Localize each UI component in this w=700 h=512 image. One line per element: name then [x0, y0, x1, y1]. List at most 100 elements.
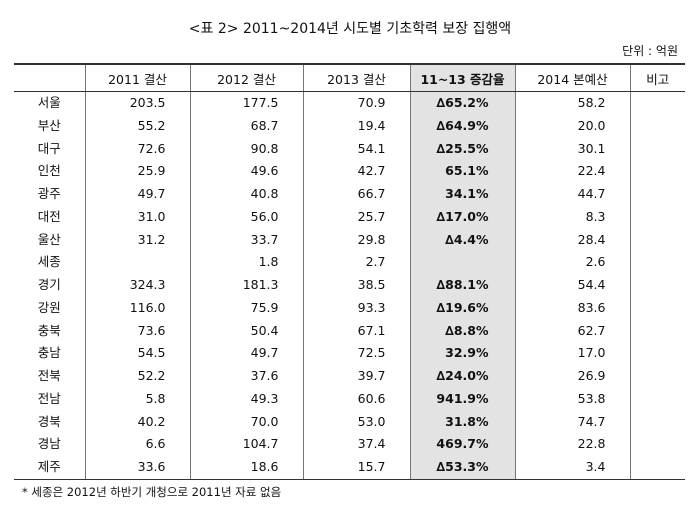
cell — [629, 274, 685, 297]
cell: 74.7 — [514, 410, 630, 434]
table-row: 울산 31.2 33.7 29.8 ∆4.4% 28.4 — [14, 228, 685, 252]
cell — [629, 160, 685, 183]
cell — [629, 342, 685, 365]
cell: 40.8 — [189, 183, 303, 206]
cell: 33.6 — [84, 456, 190, 480]
table-row: 서울 203.5 177.5 70.9 ∆65.2% 58.2 — [14, 91, 685, 115]
cell — [629, 205, 685, 229]
table-row: 대전 31.0 56.0 25.7 ∆17.0% 8.3 — [14, 205, 685, 229]
cell: 38.5 — [302, 274, 410, 297]
cell: 37.6 — [189, 365, 303, 388]
region: 대전 — [37, 208, 61, 224]
cell: 75.9 — [189, 296, 303, 320]
cell: 17.0 — [514, 342, 630, 365]
column-header: 2014 본예산 — [514, 63, 630, 92]
cell: 72.5 — [302, 342, 410, 365]
cell: 15.7 — [302, 456, 410, 480]
cell: 83.6 — [514, 296, 630, 320]
cell: ∆88.1% — [409, 274, 515, 297]
table-row: 강원 116.0 75.9 93.3 ∆19.6% 83.6 — [14, 296, 685, 320]
cell: 31.8% — [409, 410, 515, 434]
cell — [629, 456, 685, 480]
cell — [629, 91, 685, 115]
cell: 22.8 — [514, 433, 630, 456]
cell: ∆17.0% — [409, 205, 515, 229]
region: 제주 — [14, 456, 85, 480]
cell: 49.7 — [84, 183, 190, 206]
cell: 116.0 — [84, 296, 190, 320]
cell: 65.1% — [409, 160, 515, 183]
cell — [409, 251, 515, 274]
cell: 25.9 — [84, 160, 190, 183]
cell: 49.7 — [189, 342, 303, 365]
column-header: 11~13 증감율 — [409, 63, 515, 92]
cell: 5.8 — [84, 387, 190, 411]
region: 세종 — [37, 254, 61, 270]
cell: 1.8 — [189, 251, 303, 274]
cell: 26.9 — [514, 365, 630, 388]
cell: 62.7 — [514, 319, 630, 343]
cell — [629, 137, 685, 161]
region: 충남 — [37, 345, 61, 361]
cell: 941.9% — [409, 387, 515, 411]
cell: 52.2 — [84, 365, 190, 388]
cell: 58.2 — [514, 91, 630, 115]
cell: 22.4 — [514, 160, 630, 183]
table-row: 대구 72.6 90.8 54.1 ∆25.5% 30.1 — [14, 137, 685, 161]
title: <표 2> 2011~2014년 시도별 기초학력 보장 집행액 — [188, 21, 512, 37]
cell: 90.8 — [189, 137, 303, 161]
region: 부산 — [37, 117, 61, 133]
cell: 28.4 — [514, 228, 630, 252]
cell: 469.7% — [409, 433, 515, 456]
table-row: 제주 33.6 18.6 15.7 ∆53.3% 3.4 — [14, 456, 685, 480]
cell: 68.7 — [189, 114, 303, 138]
cell — [84, 251, 190, 274]
column-header: 2011 결산 — [84, 63, 190, 92]
cell: ∆19.6% — [409, 296, 515, 320]
unit: 단위 : 억원 — [622, 44, 678, 58]
cell: 19.4 — [302, 114, 410, 138]
cell: 73.6 — [84, 319, 190, 343]
region: 충북 — [37, 322, 61, 338]
cell: 70.9 — [302, 91, 410, 115]
cell — [629, 365, 685, 388]
cell — [629, 410, 685, 434]
region: 전북 — [37, 368, 61, 384]
cell: 67.1 — [302, 319, 410, 343]
column-header: 2012 결산 — [189, 63, 303, 92]
region: 경북 — [37, 413, 61, 429]
cell: 93.3 — [302, 296, 410, 320]
table-row: 부산 55.2 68.7 19.4 ∆64.9% 20.0 — [14, 114, 685, 138]
cell — [629, 296, 685, 320]
table-row: 충북 73.6 50.4 67.1 ∆8.8% 62.7 — [14, 319, 685, 343]
cell: 72.6 — [84, 137, 190, 161]
cell: 324.3 — [84, 274, 190, 297]
column-header: 비고 — [629, 63, 685, 92]
table-row: 전남 5.8 49.3 60.6 941.9% 53.8 — [14, 387, 685, 411]
cell — [629, 319, 685, 343]
cell: 34.1% — [409, 183, 515, 206]
cell: 56.0 — [189, 205, 303, 229]
cell: 32.9% — [409, 342, 515, 365]
cell: 39.7 — [302, 365, 410, 388]
cell — [629, 183, 685, 206]
cell: 54.5 — [84, 342, 190, 365]
cell: 6.6 — [84, 433, 190, 456]
cell: 53.0 — [302, 410, 410, 434]
table-row: 경북 40.2 70.0 53.0 31.8% 74.7 — [14, 410, 685, 434]
region: 광주 — [37, 186, 61, 202]
region: 전남 — [37, 390, 61, 406]
region: 대구 — [37, 140, 61, 156]
cell: 54.4 — [514, 274, 630, 297]
cell: 40.2 — [84, 410, 190, 434]
footnote: * 세종은 2012년 하반기 개청으로 2011년 자료 없음 — [22, 485, 282, 499]
cell: 104.7 — [189, 433, 303, 456]
cell — [629, 114, 685, 138]
cell: 54.1 — [302, 137, 410, 161]
header-row: 2011 결산 2012 결산 2013 결산 11~13 증감율 2014 본예산 비고 — [14, 63, 685, 92]
column-header: 2013 결산 — [302, 63, 410, 92]
table-row: 전북 52.2 37.6 39.7 ∆24.0% 26.9 — [14, 365, 685, 388]
cell: 177.5 — [189, 91, 303, 115]
table-row: 경남 6.6 104.7 37.4 469.7% 22.8 — [14, 433, 685, 456]
